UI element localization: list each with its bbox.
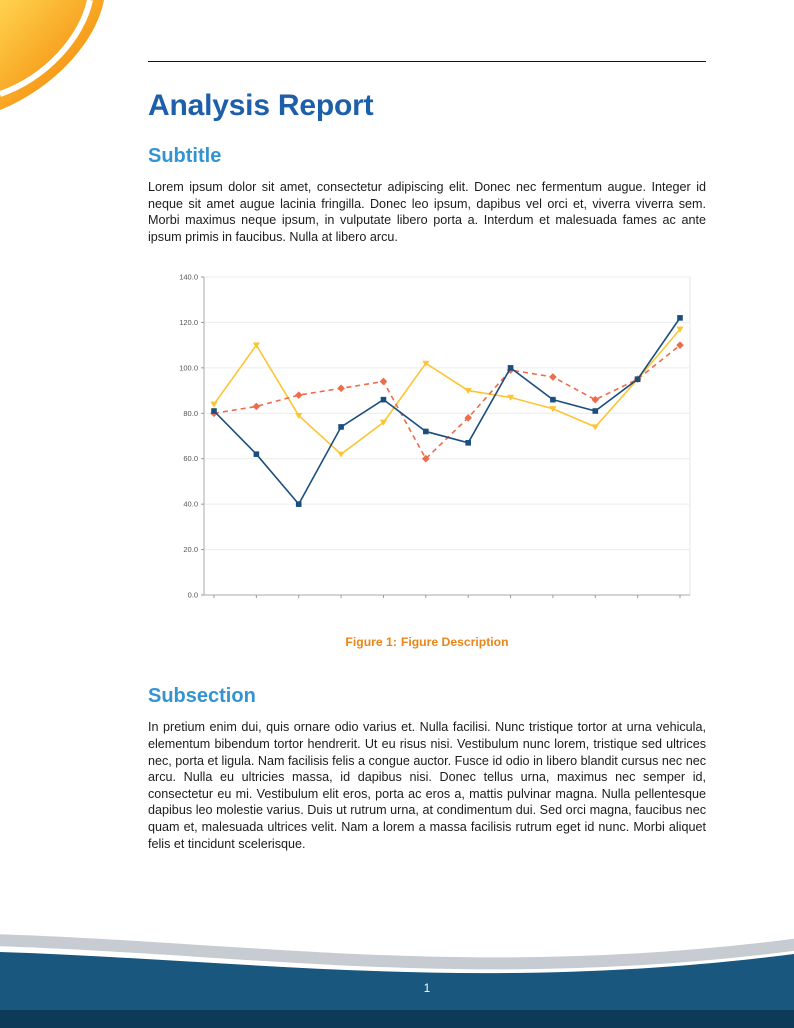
svg-text:40.0: 40.0 [183,500,198,509]
document-content: Analysis Report Subtitle Lorem ipsum dol… [148,0,706,852]
figure-1-line-chart: 0.0 20.0 40.0 60.0 80.0 100.0 120.0 140.0 [166,267,698,619]
body-paragraph: In pretium enim dui, quis ornare odio va… [148,720,706,851]
intro-paragraph: Lorem ipsum dolor sit amet, consectetur … [148,180,706,244]
svg-text:100.0: 100.0 [179,364,198,373]
svg-text:0.0: 0.0 [188,591,198,600]
svg-text:120.0: 120.0 [179,318,198,327]
page-number: 1 [423,983,431,995]
svg-text:60.0: 60.0 [183,455,198,464]
corner-swoosh-decoration [0,0,104,110]
svg-text:80.0: 80.0 [183,409,198,418]
figure-caption-label: Figure 1: [345,635,397,650]
figure-caption: Figure 1: Figure Description [148,635,706,649]
header-rule [148,61,706,62]
section-heading-subsection: Subsection [148,685,256,708]
footer-wave-decoration [0,934,794,1028]
svg-text:20.0: 20.0 [183,545,198,554]
page-title: Analysis Report [148,89,374,122]
figure-caption-text: Figure Description [400,635,509,650]
section-heading-subtitle: Subtitle [148,145,222,167]
svg-text:140.0: 140.0 [179,273,198,282]
